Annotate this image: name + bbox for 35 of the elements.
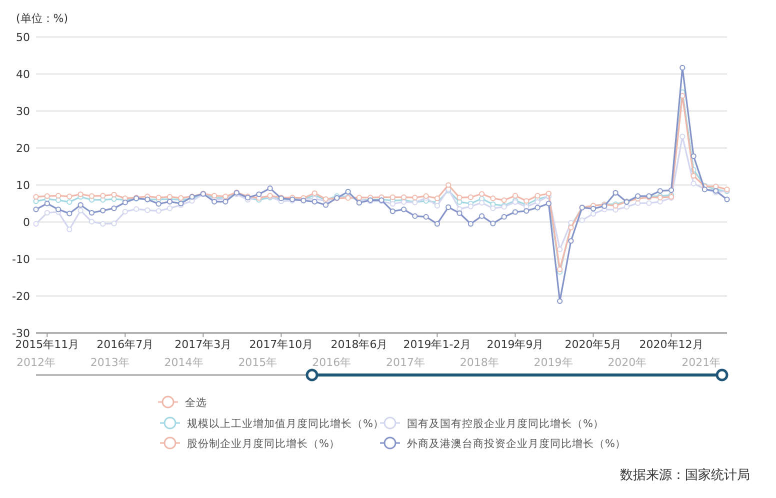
text: 2016年 [312, 356, 352, 369]
x-tick-label: 2017年3月 [174, 338, 232, 351]
text: 2019年 [534, 356, 573, 369]
text: 2015年 [238, 356, 278, 369]
text: 2013年 [90, 356, 130, 369]
x-tick-label: 2015年11月 [15, 338, 80, 351]
y-tick-label: -20 [12, 290, 30, 303]
legend-label: 规模以上工业增加值月度同比增长（%） [187, 417, 384, 430]
text: 2017年 [386, 356, 425, 369]
x-tick-label: 2020年5月 [564, 338, 622, 351]
y-axis-title: (单位：%) [16, 12, 68, 25]
legend-label: 外商及港澳台商投资企业月度同比增长（%） [407, 437, 626, 450]
x-tick-label: 2019年9月 [486, 338, 544, 351]
x-tick-label: 2019年1-2月 [403, 338, 472, 351]
y-tick-label: 40 [16, 68, 30, 81]
text: 2012年 [16, 356, 56, 369]
y-tick-label: 50 [16, 31, 30, 44]
text: 2020年 [608, 356, 647, 369]
text: 2021年 [682, 356, 721, 369]
legend-label: 国有及国有控股企业月度同比增长（%） [407, 417, 604, 430]
x-tick-label: 2016年7月 [96, 338, 154, 351]
text: 2014年 [164, 356, 204, 369]
x-tick-label: 2020年12月 [639, 338, 704, 351]
x-tick-label: 2018年6月 [330, 338, 388, 351]
y-tick-label: -10 [12, 253, 30, 266]
legend-label: 股份制企业月度同比增长（%） [187, 437, 340, 450]
select-all-toggle: 全选 [158, 396, 207, 409]
y-tick-label: 0 [23, 216, 30, 229]
y-tick-label: 10 [16, 179, 30, 192]
source-note: 数据来源：国家统计局 [620, 467, 750, 483]
text: 2018年 [460, 356, 499, 369]
y-tick-label: -30 [12, 327, 30, 340]
x-tick-label: 2017年10月 [249, 338, 314, 351]
y-tick-label: 20 [16, 142, 30, 155]
y-tick-label: 30 [16, 105, 30, 118]
